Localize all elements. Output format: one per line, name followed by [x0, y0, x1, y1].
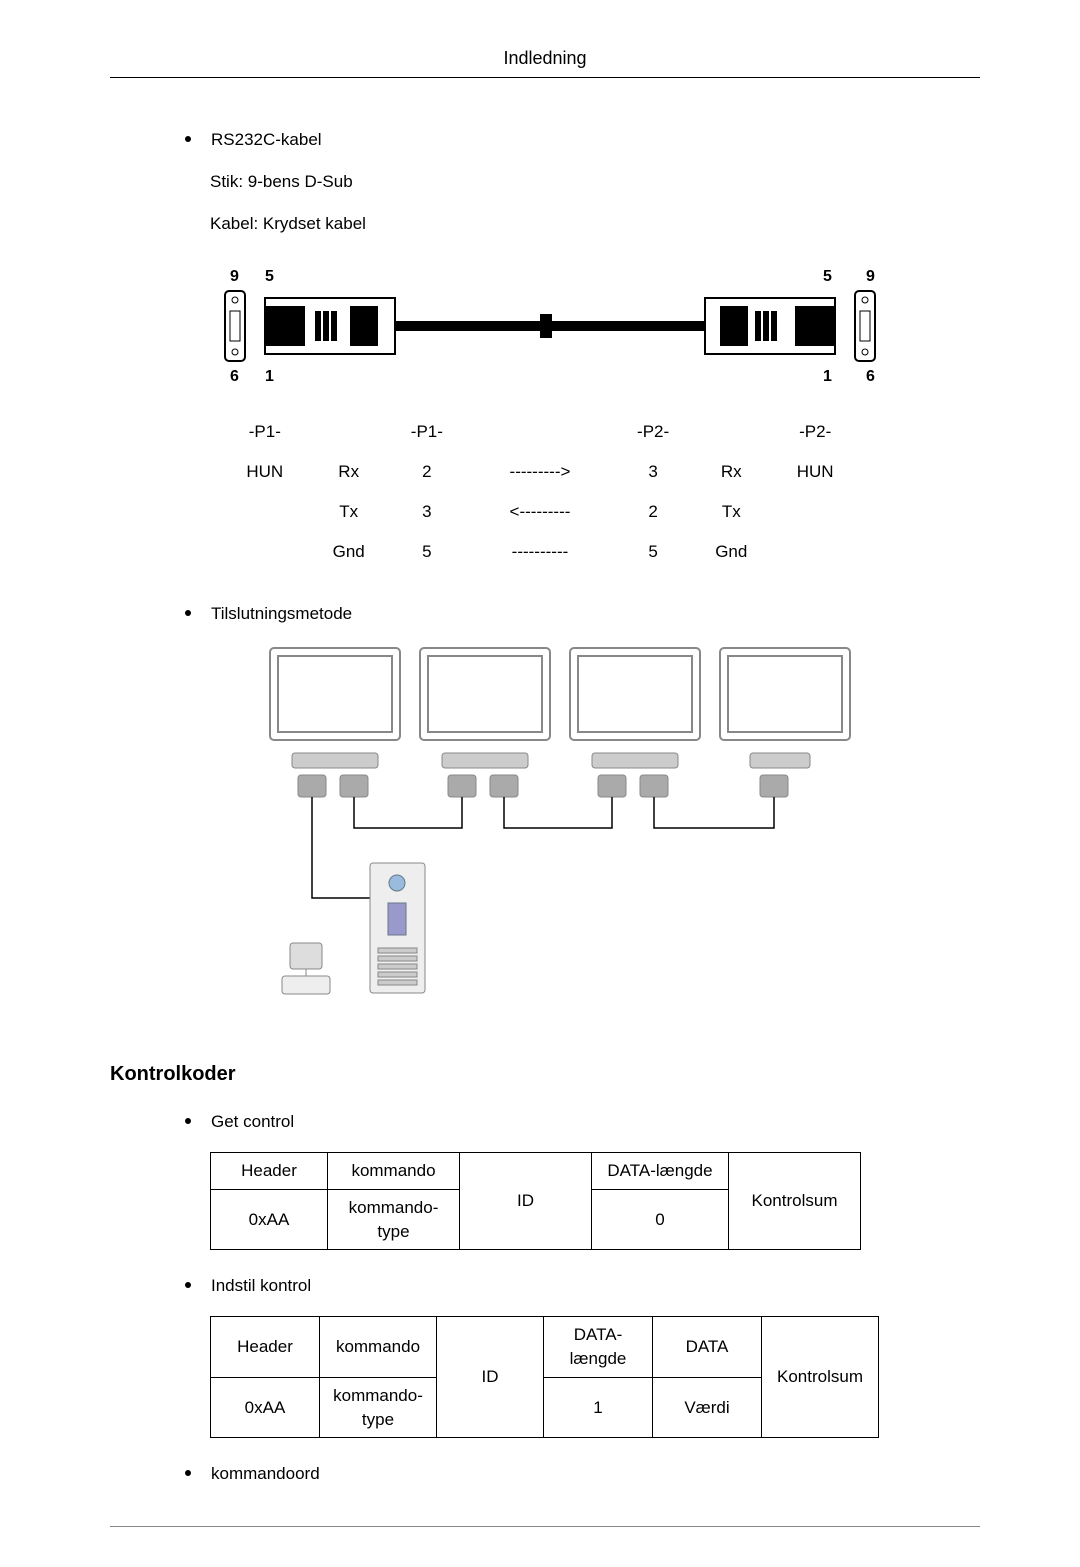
indstil-text: Indstil kontrol — [211, 1274, 311, 1298]
rs232c-stik: Stik: 9-bens D-Sub — [210, 170, 980, 194]
getcontrol-table: Header kommando ID DATA-længde Kontrolsu… — [210, 1152, 861, 1250]
kontrolkoder-heading: Kontrolkoder — [110, 1060, 980, 1088]
bullet-indstil: Indstil kontrol — [185, 1274, 980, 1298]
bullet-getcontrol: Get control — [185, 1110, 980, 1134]
rs232c-title: RS232C-kabel — [211, 128, 322, 152]
tilslutning-title: Tilslutningsmetode — [211, 602, 352, 626]
bullet-tilslutning: Tilslutningsmetode — [185, 602, 980, 626]
rs232c-kabel: Kabel: Krydset kabel — [210, 212, 980, 236]
svg-text:5: 5 — [265, 268, 274, 285]
page-header: Indledning — [110, 46, 980, 78]
getcontrol-text: Get control — [211, 1110, 294, 1134]
topology-diagram — [260, 643, 980, 1020]
bullet-rs232c: RS232C-kabel — [185, 128, 980, 152]
indstil-table: Header kommando ID DATA-længde DATA Kont… — [210, 1316, 879, 1438]
svg-text:5: 5 — [823, 268, 832, 285]
svg-text:9: 9 — [230, 268, 239, 285]
svg-text:6: 6 — [230, 368, 239, 385]
bullet-kommandoord: kommandoord — [185, 1462, 980, 1486]
svg-text:6: 6 — [866, 368, 875, 385]
pin-table: -P1--P1- -P2--P2- HUNRx2 --------->3RxHU… — [220, 412, 860, 571]
cable-diagram: 9 5 6 1 5 9 1 6 — [210, 266, 980, 393]
kommandoord-text: kommandoord — [211, 1462, 320, 1486]
svg-text:9: 9 — [866, 268, 875, 285]
svg-text:1: 1 — [265, 368, 274, 385]
svg-text:1: 1 — [823, 368, 832, 385]
